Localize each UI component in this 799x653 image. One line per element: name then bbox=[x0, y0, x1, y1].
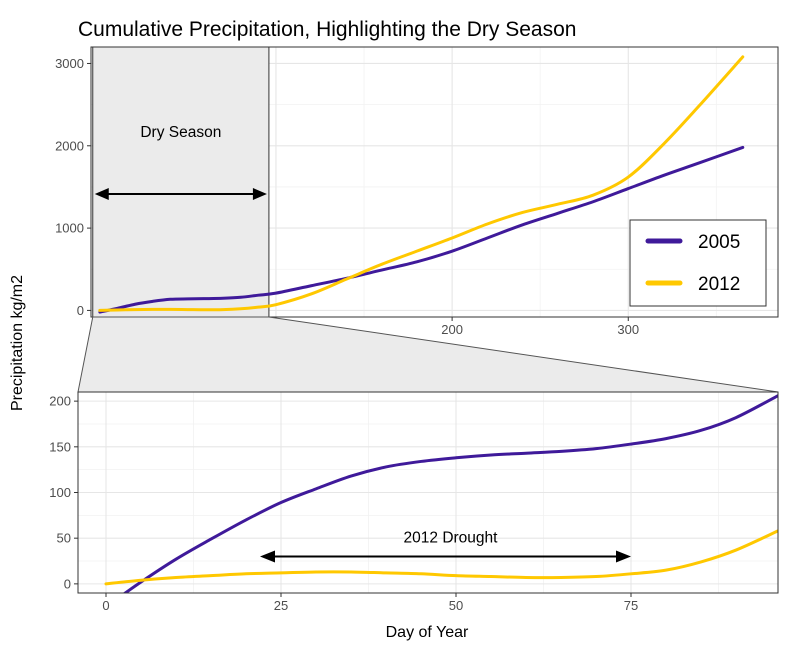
top-x-tick-label: 200 bbox=[441, 322, 463, 337]
top-series-line-2005 bbox=[98, 145, 745, 314]
bottom-series-line-2012 bbox=[104, 529, 778, 586]
top-y-tick-label: 1000 bbox=[55, 221, 84, 236]
drought-label: 2012 Drought bbox=[404, 529, 499, 546]
legend-label-2005: 2005 bbox=[698, 232, 740, 253]
top-panel: Dry Season 01002003000100020003000 2005 … bbox=[55, 46, 779, 337]
x-axis-title: Day of Year bbox=[386, 624, 469, 641]
bottom-panel: 2012 Drought 0 25 50 75 0 50 100 150 200 bbox=[49, 391, 779, 613]
bottom-series bbox=[104, 394, 778, 593]
bottom-y-tick-label: 50 bbox=[57, 531, 71, 546]
drought-arrow-head-right bbox=[616, 550, 631, 563]
top-x-tick-label: 300 bbox=[617, 322, 639, 337]
top-y-tick-label: 2000 bbox=[55, 138, 84, 153]
bottom-x-tick-label: 50 bbox=[449, 598, 463, 613]
dry-season-arrow bbox=[94, 188, 267, 200]
dry-season-highlight bbox=[92, 46, 270, 318]
legend-label-2012: 2012 bbox=[698, 274, 740, 295]
drought-arrow-head-left bbox=[260, 550, 275, 563]
bottom-y-tick-label: 200 bbox=[49, 394, 71, 409]
top-series-line-2012 bbox=[98, 55, 745, 312]
bottom-x-tick-label: 0 bbox=[102, 598, 109, 613]
bottom-y-tick-label: 0 bbox=[64, 576, 71, 591]
y-axis-title: Precipitation kg/m2 bbox=[9, 275, 26, 411]
top-series bbox=[98, 55, 745, 314]
top-y-tick-label: 0 bbox=[77, 303, 84, 318]
bottom-x-tick-label: 25 bbox=[274, 598, 288, 613]
bottom-axis-ticks: 0 25 50 75 0 50 100 150 200 bbox=[49, 394, 638, 613]
bottom-grid bbox=[78, 392, 778, 593]
top-y-tick-label: 3000 bbox=[55, 56, 84, 71]
bottom-y-tick-label: 150 bbox=[49, 439, 71, 454]
top-axis-ticks: 01002003000100020003000 bbox=[55, 56, 639, 337]
top-panel-border bbox=[90, 46, 779, 318]
chart-title: Cumulative Precipitation, Highlighting t… bbox=[78, 18, 576, 41]
legend: 2005 2012 bbox=[629, 219, 767, 307]
bottom-y-tick-label: 100 bbox=[49, 485, 71, 500]
zoom-connector bbox=[77, 316, 779, 393]
dry-season-label: Dry Season bbox=[140, 124, 221, 141]
drought-arrow bbox=[260, 550, 631, 563]
dry-arrow-head-right bbox=[252, 188, 267, 200]
dry-arrow-head-left bbox=[94, 188, 109, 200]
bottom-x-tick-label: 75 bbox=[624, 598, 638, 613]
legend-box bbox=[629, 219, 767, 307]
bottom-series-line-2005 bbox=[122, 394, 778, 593]
